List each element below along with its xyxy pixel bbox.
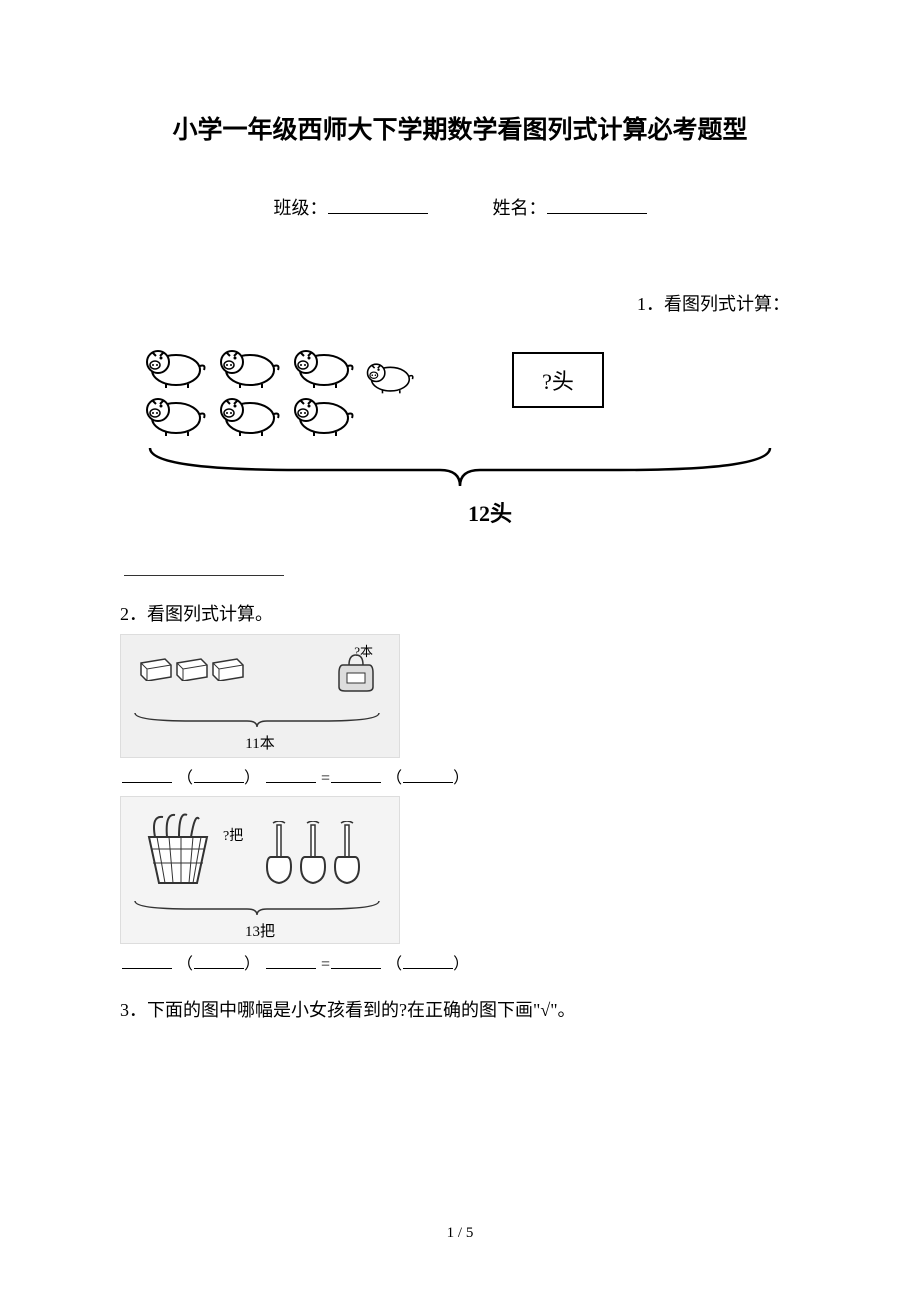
q2a-total: 11本 — [127, 732, 393, 753]
paren-open: （ — [386, 770, 403, 787]
book-icon — [139, 655, 173, 681]
basket-icon — [141, 811, 215, 887]
q1-total: 12头 — [180, 496, 800, 528]
book-icon — [175, 655, 209, 681]
shovel-icon — [297, 821, 329, 885]
pig-icon — [362, 358, 414, 394]
equals-sign: = — [321, 956, 331, 973]
name-blank[interactable] — [547, 196, 647, 214]
q2b-total: 13把 — [127, 920, 393, 941]
pig-icon — [288, 344, 354, 388]
q1-diagram: ?头 — [140, 344, 780, 436]
paren-close: ） — [453, 770, 470, 787]
student-info-row: 班级： 姓名： — [120, 194, 800, 220]
q2b-qmark: ?把 — [223, 825, 243, 845]
q2a-brace — [127, 711, 387, 729]
q1-unknown-box: ?头 — [512, 352, 604, 408]
pig-icon — [214, 392, 280, 436]
paren-open: （ — [177, 956, 194, 973]
paren-open: （ — [177, 770, 194, 787]
name-label: 姓名： — [493, 198, 547, 218]
shovel-icon — [331, 821, 363, 885]
equals-sign: = — [321, 770, 331, 787]
q2b-equation[interactable]: （ ） = （ ） — [122, 950, 800, 974]
q2a-equation[interactable]: （ ） = （ ） — [122, 764, 800, 788]
pig-icon — [140, 344, 206, 388]
paren-close: ） — [453, 956, 470, 973]
q1-heading: 1．看图列式计算： — [120, 290, 800, 316]
paren-close: ） — [244, 770, 261, 787]
pig-icon — [288, 392, 354, 436]
bag-icon — [333, 647, 379, 693]
q2a-figure: ?本 11本 — [120, 634, 400, 758]
q2-heading: 2．看图列式计算。 — [120, 600, 800, 626]
q2-section: 2．看图列式计算。 ?本 11本 （ ） = （ ） ?把 — [120, 600, 800, 974]
page-title: 小学一年级西师大下学期数学看图列式计算必考题型 — [120, 110, 800, 146]
paren-close: ） — [244, 956, 261, 973]
q1-answer-line[interactable] — [124, 554, 284, 576]
q2b-brace — [127, 899, 387, 917]
q1-brace — [140, 442, 780, 490]
pig-icon — [140, 392, 206, 436]
paren-open: （ — [386, 956, 403, 973]
pig-icon — [214, 344, 280, 388]
q2b-figure: ?把 13把 — [120, 796, 400, 944]
shovel-icon — [263, 821, 295, 885]
class-blank[interactable] — [328, 196, 428, 214]
q3-heading: 3．下面的图中哪幅是小女孩看到的?在正确的图下画"√"。 — [120, 996, 800, 1022]
class-label: 班级： — [274, 198, 328, 218]
page-footer: 1 / 5 — [0, 1225, 920, 1242]
book-icon — [211, 655, 245, 681]
